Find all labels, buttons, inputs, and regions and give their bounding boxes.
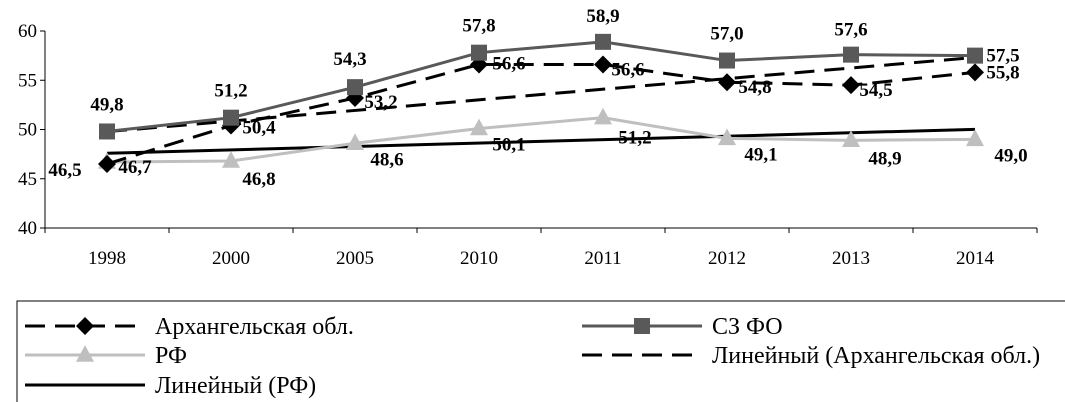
point-nw-fd [595, 33, 611, 50]
point-rf [470, 118, 488, 136]
data-label-rf: 49,0 [994, 145, 1027, 166]
legend-swatch-marker [76, 317, 94, 335]
data-label-rf: 46,8 [242, 169, 275, 190]
y-tick-label: 60 [18, 21, 37, 42]
data-label-nw-fd: 58,9 [586, 6, 619, 27]
data-label-nw-fd: 57,8 [462, 16, 495, 37]
trendline-arkhangelsk [106, 55, 976, 134]
data-label-nw-fd: 54,3 [333, 49, 366, 70]
data-label-arkhangelsk: 55,8 [986, 62, 1019, 83]
legend-label: Линейный (Архангельская обл.) [712, 343, 1040, 369]
data-label-nw-fd: 57,6 [834, 20, 867, 41]
data-label-nw-fd: 49,8 [90, 94, 123, 115]
series-line-nw-fd [106, 40, 976, 133]
data-label-nw-fd: 51,2 [214, 81, 247, 102]
point-arkhangelsk [718, 73, 736, 92]
point-rf [842, 130, 860, 148]
data-label-rf: 48,6 [370, 149, 403, 170]
legend: Архангельская обл. СЗ ФО РФ Линейный (Архан… [16, 300, 1065, 402]
point-nw-fd [99, 123, 115, 140]
x-tick-label: 2011 [584, 248, 621, 269]
y-tick-label: 40 [18, 218, 37, 239]
legend-label: РФ [155, 343, 187, 369]
x-tick-label: 2013 [832, 248, 870, 269]
data-label-nw-fd: 57,0 [710, 24, 743, 45]
y-tick-label: 50 [18, 120, 37, 141]
point-rf [346, 133, 364, 151]
data-label-arkhangelsk: 46,5 [48, 160, 81, 181]
axes: 40 45 50 55 60 1998 2000 2005 2010 2011 2012 2013 20… [18, 21, 1038, 269]
x-tick-label: 2012 [708, 248, 746, 269]
legend-item-rf: РФ [25, 343, 187, 369]
trendline-rf [106, 127, 976, 155]
legend-swatch-marker [76, 345, 94, 362]
data-label-arkhangelsk: 56,6 [611, 59, 644, 80]
x-tick-label: 2000 [212, 248, 250, 269]
x-tick-label: 2014 [956, 248, 995, 269]
series-line-rf [106, 116, 976, 164]
x-tick-label: 2005 [336, 248, 374, 269]
point-nw-fd [471, 44, 487, 61]
point-nw-fd [347, 79, 363, 96]
data-label-arkhangelsk: 56,6 [492, 53, 525, 74]
legend-item-arkhangelsk: Архангельская обл. [25, 314, 354, 340]
point-nw-fd [719, 52, 735, 69]
point-nw-fd [843, 46, 859, 63]
data-labels: 49,8 51,2 54,3 57,8 58,9 57,0 57,6 57,5 46,5 50,4… [48, 6, 1027, 190]
data-label-rf: 46,7 [118, 157, 152, 178]
data-label-rf: 49,1 [744, 144, 777, 165]
data-label-rf: 48,9 [868, 148, 901, 169]
point-arkhangelsk [842, 76, 860, 95]
data-label-rf: 51,2 [618, 128, 651, 149]
point-rf [594, 107, 612, 125]
point-arkhangelsk [594, 55, 612, 74]
data-label-arkhangelsk: 53,2 [364, 92, 397, 113]
y-tick-label: 45 [18, 169, 37, 190]
legend-swatch-marker [634, 318, 650, 334]
point-nw-fd [223, 109, 239, 126]
point-arkhangelsk [98, 154, 116, 173]
legend-item-nw-fd: СЗ ФО [582, 314, 783, 340]
data-label-rf: 50,1 [492, 135, 525, 156]
x-tick-label: 2010 [460, 248, 498, 269]
point-rf [222, 151, 240, 168]
data-label-nw-fd: 57,5 [986, 46, 1019, 67]
data-label-arkhangelsk: 54,8 [738, 77, 771, 98]
point-arkhangelsk [966, 63, 984, 82]
data-label-arkhangelsk: 50,4 [242, 118, 276, 139]
legend-box [16, 300, 1065, 402]
series-line-arkhangelsk [106, 62, 976, 166]
point-nw-fd [967, 47, 983, 64]
legend-label: Архангельская обл. [155, 314, 354, 340]
data-label-arkhangelsk: 54,5 [859, 80, 892, 101]
legend-label: Линейный (РФ) [155, 373, 316, 399]
legend-item-trendline-rf: Линейный (РФ) [25, 373, 316, 399]
series-layer [98, 33, 984, 173]
point-rf [966, 129, 984, 147]
legend-item-trendline-arkhangelsk: Линейный (Архангельская обл.) [582, 343, 1040, 369]
point-rf [718, 128, 736, 146]
legend-label: СЗ ФО [712, 314, 783, 340]
x-tick-label: 1998 [88, 248, 126, 269]
y-tick-label: 55 [18, 70, 37, 91]
